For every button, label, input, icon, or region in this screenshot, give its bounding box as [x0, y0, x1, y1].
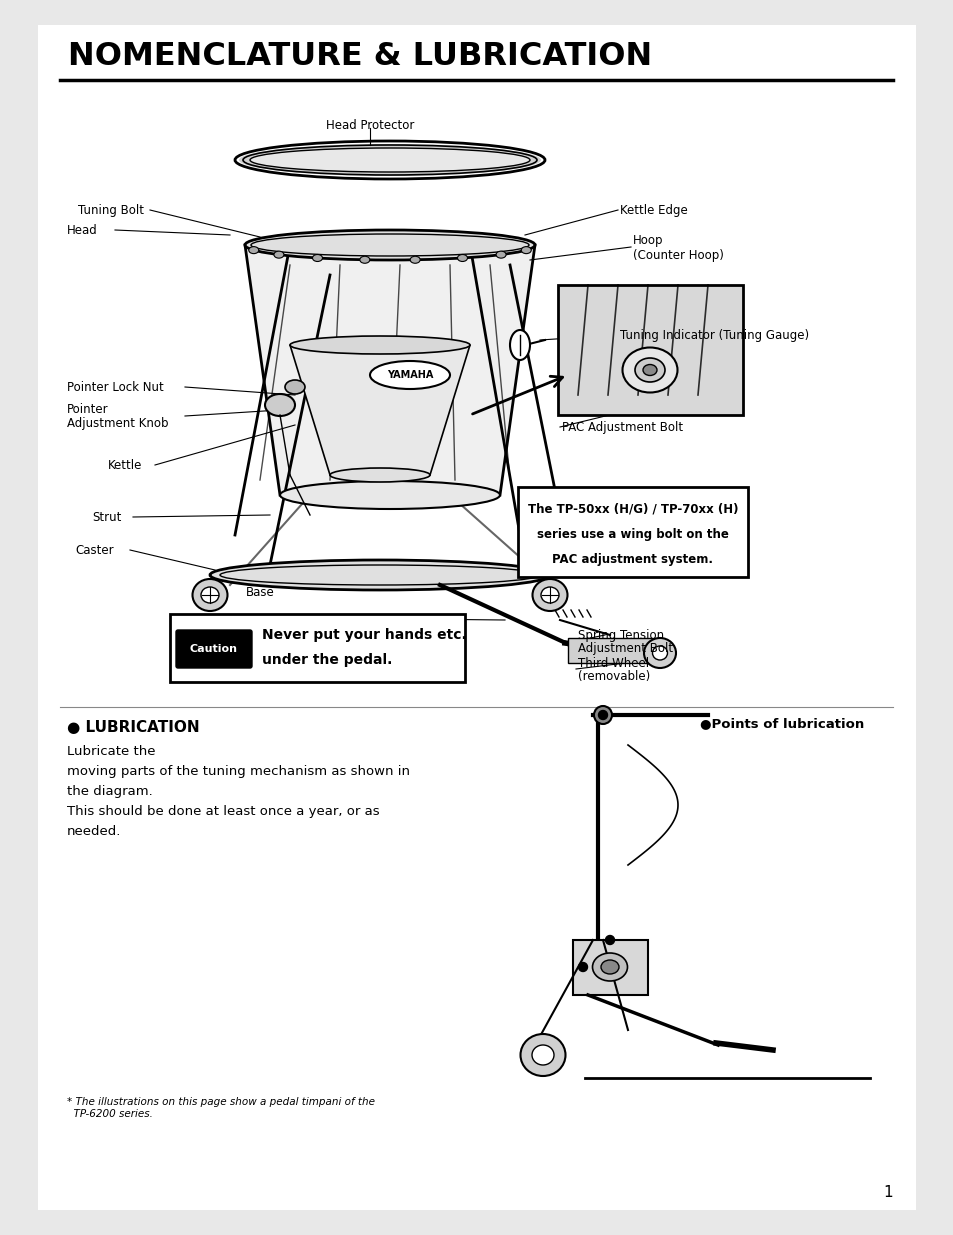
Ellipse shape: [290, 336, 470, 354]
Text: ●Points of lubrication: ●Points of lubrication: [700, 718, 863, 730]
Ellipse shape: [643, 638, 676, 668]
Text: under the pedal.: under the pedal.: [262, 653, 392, 667]
Text: Strut: Strut: [91, 510, 121, 524]
Bar: [170, 614, 464, 682]
Text: Kettle: Kettle: [108, 458, 142, 472]
Text: Pointer Lock Nut: Pointer Lock Nut: [67, 380, 164, 394]
Text: PAC adjustment system.: PAC adjustment system.: [552, 552, 713, 566]
Text: Caster: Caster: [75, 543, 113, 557]
Text: Head: Head: [67, 224, 97, 236]
Ellipse shape: [578, 962, 587, 972]
Text: Head Protector: Head Protector: [326, 119, 414, 131]
Ellipse shape: [642, 364, 657, 375]
Text: NOMENCLATURE & LUBRICATION: NOMENCLATURE & LUBRICATION: [68, 41, 652, 72]
Ellipse shape: [532, 579, 567, 611]
FancyBboxPatch shape: [38, 25, 915, 1210]
Ellipse shape: [635, 358, 664, 382]
Ellipse shape: [245, 230, 535, 261]
Ellipse shape: [496, 251, 505, 258]
Bar: [517, 487, 747, 577]
Ellipse shape: [249, 247, 258, 253]
Ellipse shape: [274, 251, 284, 258]
Ellipse shape: [540, 587, 558, 603]
Text: series use a wing bolt on the: series use a wing bolt on the: [537, 527, 728, 541]
Ellipse shape: [622, 347, 677, 393]
Ellipse shape: [210, 559, 550, 590]
Ellipse shape: [592, 953, 627, 981]
Text: PAC Adjustment Bolt: PAC Adjustment Bolt: [561, 420, 682, 433]
Text: Caution: Caution: [190, 643, 237, 655]
Bar: [558, 285, 742, 415]
Text: Tuning Pedal: Tuning Pedal: [273, 619, 347, 631]
Ellipse shape: [532, 1045, 554, 1065]
Ellipse shape: [457, 254, 467, 262]
Ellipse shape: [605, 935, 614, 945]
Text: Lubricate the
moving parts of the tuning mechanism as shown in
the diagram.
This: Lubricate the moving parts of the tuning…: [67, 745, 410, 839]
Text: The TP-50xx (H/G) / TP-70xx (H): The TP-50xx (H/G) / TP-70xx (H): [527, 503, 738, 515]
FancyBboxPatch shape: [175, 630, 252, 668]
Text: (Counter Hoop): (Counter Hoop): [633, 248, 723, 262]
Ellipse shape: [410, 257, 419, 263]
Ellipse shape: [520, 247, 531, 253]
Polygon shape: [290, 345, 470, 475]
Text: * The illustrations on this page show a pedal timpani of the
  TP-6200 series.: * The illustrations on this page show a …: [67, 1097, 375, 1119]
Text: Pointer: Pointer: [67, 403, 109, 415]
Text: Adjustment Knob: Adjustment Knob: [67, 416, 169, 430]
Text: Hoop: Hoop: [633, 233, 662, 247]
Ellipse shape: [652, 646, 667, 659]
Ellipse shape: [598, 710, 607, 720]
Polygon shape: [245, 245, 535, 495]
Text: Tuning Bolt: Tuning Bolt: [78, 204, 144, 216]
Ellipse shape: [520, 1034, 565, 1076]
Ellipse shape: [250, 148, 530, 172]
Ellipse shape: [370, 361, 450, 389]
Ellipse shape: [594, 706, 612, 724]
Ellipse shape: [600, 960, 618, 974]
Text: Spring Tension: Spring Tension: [578, 629, 663, 641]
Ellipse shape: [510, 330, 530, 359]
Text: YAMAHA: YAMAHA: [386, 370, 433, 380]
Text: Kettle Edge: Kettle Edge: [619, 204, 687, 216]
Ellipse shape: [201, 587, 219, 603]
Ellipse shape: [359, 257, 370, 263]
Text: Third Wheel: Third Wheel: [578, 657, 648, 669]
Ellipse shape: [280, 480, 499, 509]
Ellipse shape: [313, 254, 322, 262]
Text: Adjustment Bolt: Adjustment Bolt: [578, 641, 673, 655]
Text: Base: Base: [245, 585, 274, 599]
Text: Tuning Indicator (Tuning Gauge): Tuning Indicator (Tuning Gauge): [619, 329, 808, 342]
Text: Never put your hands etc.: Never put your hands etc.: [262, 629, 466, 642]
Text: ● LUBRICATION: ● LUBRICATION: [67, 720, 199, 735]
Ellipse shape: [239, 144, 540, 177]
Ellipse shape: [265, 394, 294, 416]
Ellipse shape: [330, 468, 430, 482]
Bar: [567, 638, 652, 663]
Ellipse shape: [193, 579, 227, 611]
Text: 1: 1: [882, 1186, 892, 1200]
Text: (removable): (removable): [578, 669, 650, 683]
Bar: [573, 940, 647, 995]
Ellipse shape: [285, 380, 305, 394]
